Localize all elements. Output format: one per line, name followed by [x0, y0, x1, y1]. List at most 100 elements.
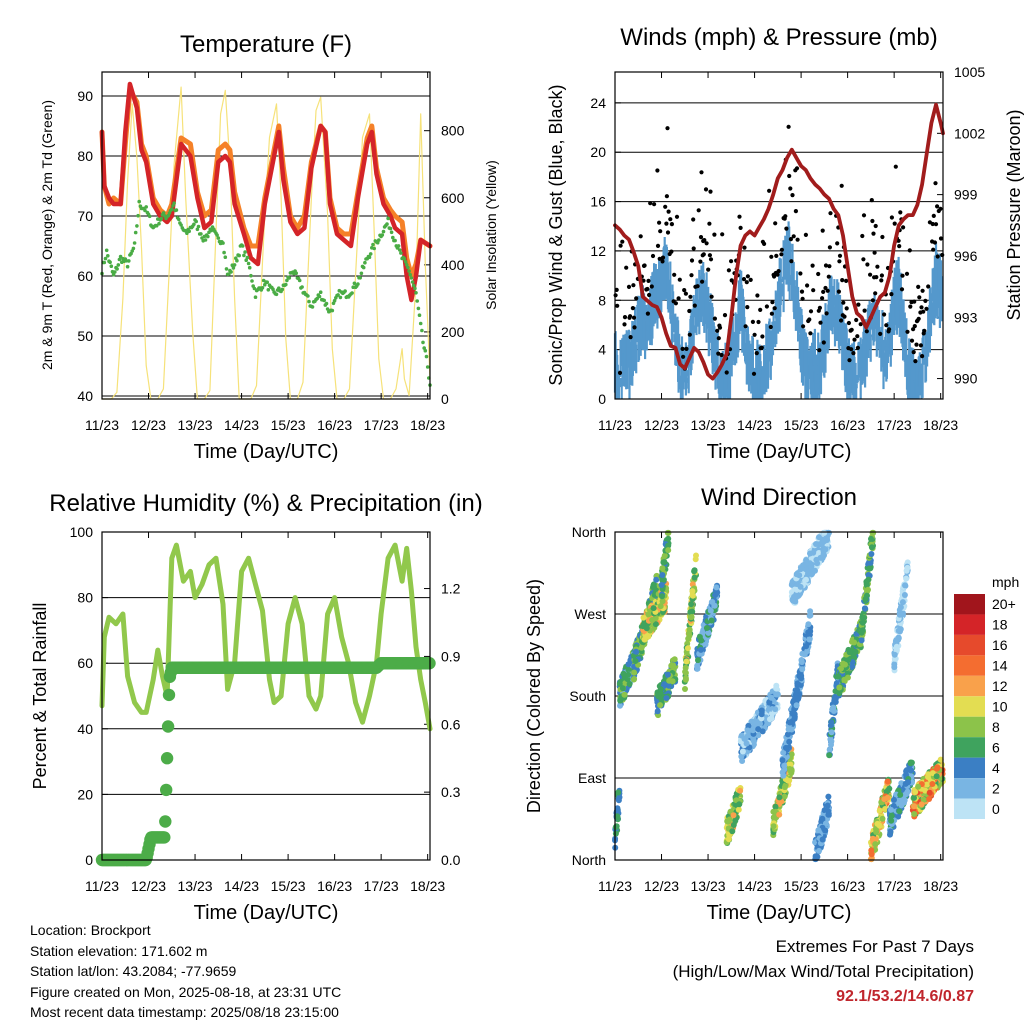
y-tick-label-1: 80 [77, 148, 93, 164]
dewpoint-point [206, 234, 210, 239]
direction-point [895, 635, 902, 642]
gust-point [911, 327, 916, 332]
colorbar-swatch [954, 778, 985, 799]
dewpoint-point [352, 281, 357, 286]
dewpoint-point [102, 260, 107, 265]
direction-point [822, 820, 829, 827]
dewpoint-point [372, 246, 377, 251]
direction-point [786, 719, 793, 726]
dewpoint-point [203, 238, 208, 242]
gust-point [779, 252, 784, 257]
y-tick-label-4: East [578, 770, 606, 786]
x-tick-label-2: 18/23 [923, 417, 958, 433]
gust-point [836, 289, 842, 294]
direction-point [665, 682, 672, 689]
dewpoint-point [249, 273, 253, 278]
gust-point [878, 331, 883, 336]
dewpoint-point [157, 221, 161, 226]
gust-point [716, 351, 721, 356]
gust-point [666, 209, 671, 214]
gust-point [712, 316, 718, 321]
gust-point [752, 332, 757, 337]
gust-point [712, 232, 717, 237]
direction-point [884, 787, 891, 794]
gust-point [788, 237, 794, 242]
dewpoint-point [136, 213, 140, 218]
series-temp2m-line [99, 81, 433, 303]
dewpoint-point [245, 255, 250, 260]
dewpoint-point [322, 298, 327, 303]
gust-point [873, 291, 878, 296]
dewpoint-point [215, 233, 219, 237]
gust-point [631, 315, 637, 320]
gust-point [669, 222, 675, 227]
gust-point [707, 253, 713, 258]
series-pressure-line [613, 102, 945, 381]
gust-point [938, 236, 944, 241]
direction-point [657, 603, 664, 610]
gust-point [715, 328, 720, 333]
dewpoint-point [147, 214, 152, 219]
direction-point [729, 828, 736, 835]
dewpoint-point [336, 293, 340, 297]
direction-point [669, 678, 676, 685]
direction-point [805, 621, 812, 628]
direction-point [626, 681, 633, 687]
gust-point [919, 305, 924, 310]
x-tick-label-1: 14/23 [224, 417, 259, 433]
colorbar-swatch [954, 594, 985, 615]
colorbar-label: 10 [992, 699, 1008, 715]
direction-point [785, 726, 792, 733]
gust-point [858, 322, 863, 327]
dewpoint-point [421, 340, 425, 345]
direction-point [805, 570, 811, 577]
direction-point [664, 671, 671, 678]
dewpoint-point [131, 246, 136, 251]
direction-point [828, 741, 834, 748]
gust-point [738, 225, 743, 230]
dewpoint-point [250, 279, 254, 283]
direction-point [862, 596, 869, 602]
dewpoint-point [306, 294, 310, 298]
direction-point [859, 619, 866, 626]
direction-point [691, 567, 698, 574]
dewpoint-point [125, 264, 130, 269]
direction-point [808, 563, 815, 570]
dewpoint-point [402, 256, 407, 261]
y2-axis-label-2: Station Pressure (Maroon) [1004, 109, 1024, 320]
dewpoint-point [221, 241, 225, 245]
direction-point [665, 529, 672, 536]
gust-point [835, 241, 840, 246]
direction-point [812, 856, 819, 863]
gust-point [799, 289, 805, 294]
dewpoint-point [135, 224, 139, 228]
y-tick-label-3: 80 [77, 590, 93, 606]
gust-point [622, 315, 628, 320]
dewpoint-point [332, 298, 337, 303]
gust-point [921, 309, 926, 314]
gust-point [617, 370, 623, 375]
y-tick-label-2: 8 [598, 292, 606, 308]
direction-point [888, 812, 895, 819]
gust-point [837, 259, 842, 264]
dewpoint-point [111, 272, 116, 277]
dewpoint-point [406, 265, 410, 270]
direction-point [904, 788, 911, 795]
x-tick-label-1: 16/23 [317, 417, 352, 433]
direction-point [640, 614, 647, 621]
direction-point [660, 559, 667, 566]
gust-point [846, 320, 852, 326]
colorbar-label: 12 [992, 678, 1008, 694]
direction-point [659, 598, 666, 605]
gust-point [650, 253, 656, 259]
gust-point [879, 273, 885, 278]
direction-point [836, 684, 843, 691]
colorbar-label: 20+ [992, 596, 1016, 612]
y2-tick-label-1: 0 [441, 391, 449, 407]
dewpoint-point [137, 199, 141, 204]
dewpoint-point [325, 307, 330, 311]
direction-point [869, 529, 876, 536]
x-tick-label-2: 11/23 [598, 417, 632, 433]
x-tick-label-1: 17/23 [364, 417, 399, 433]
gust-point [882, 312, 887, 317]
